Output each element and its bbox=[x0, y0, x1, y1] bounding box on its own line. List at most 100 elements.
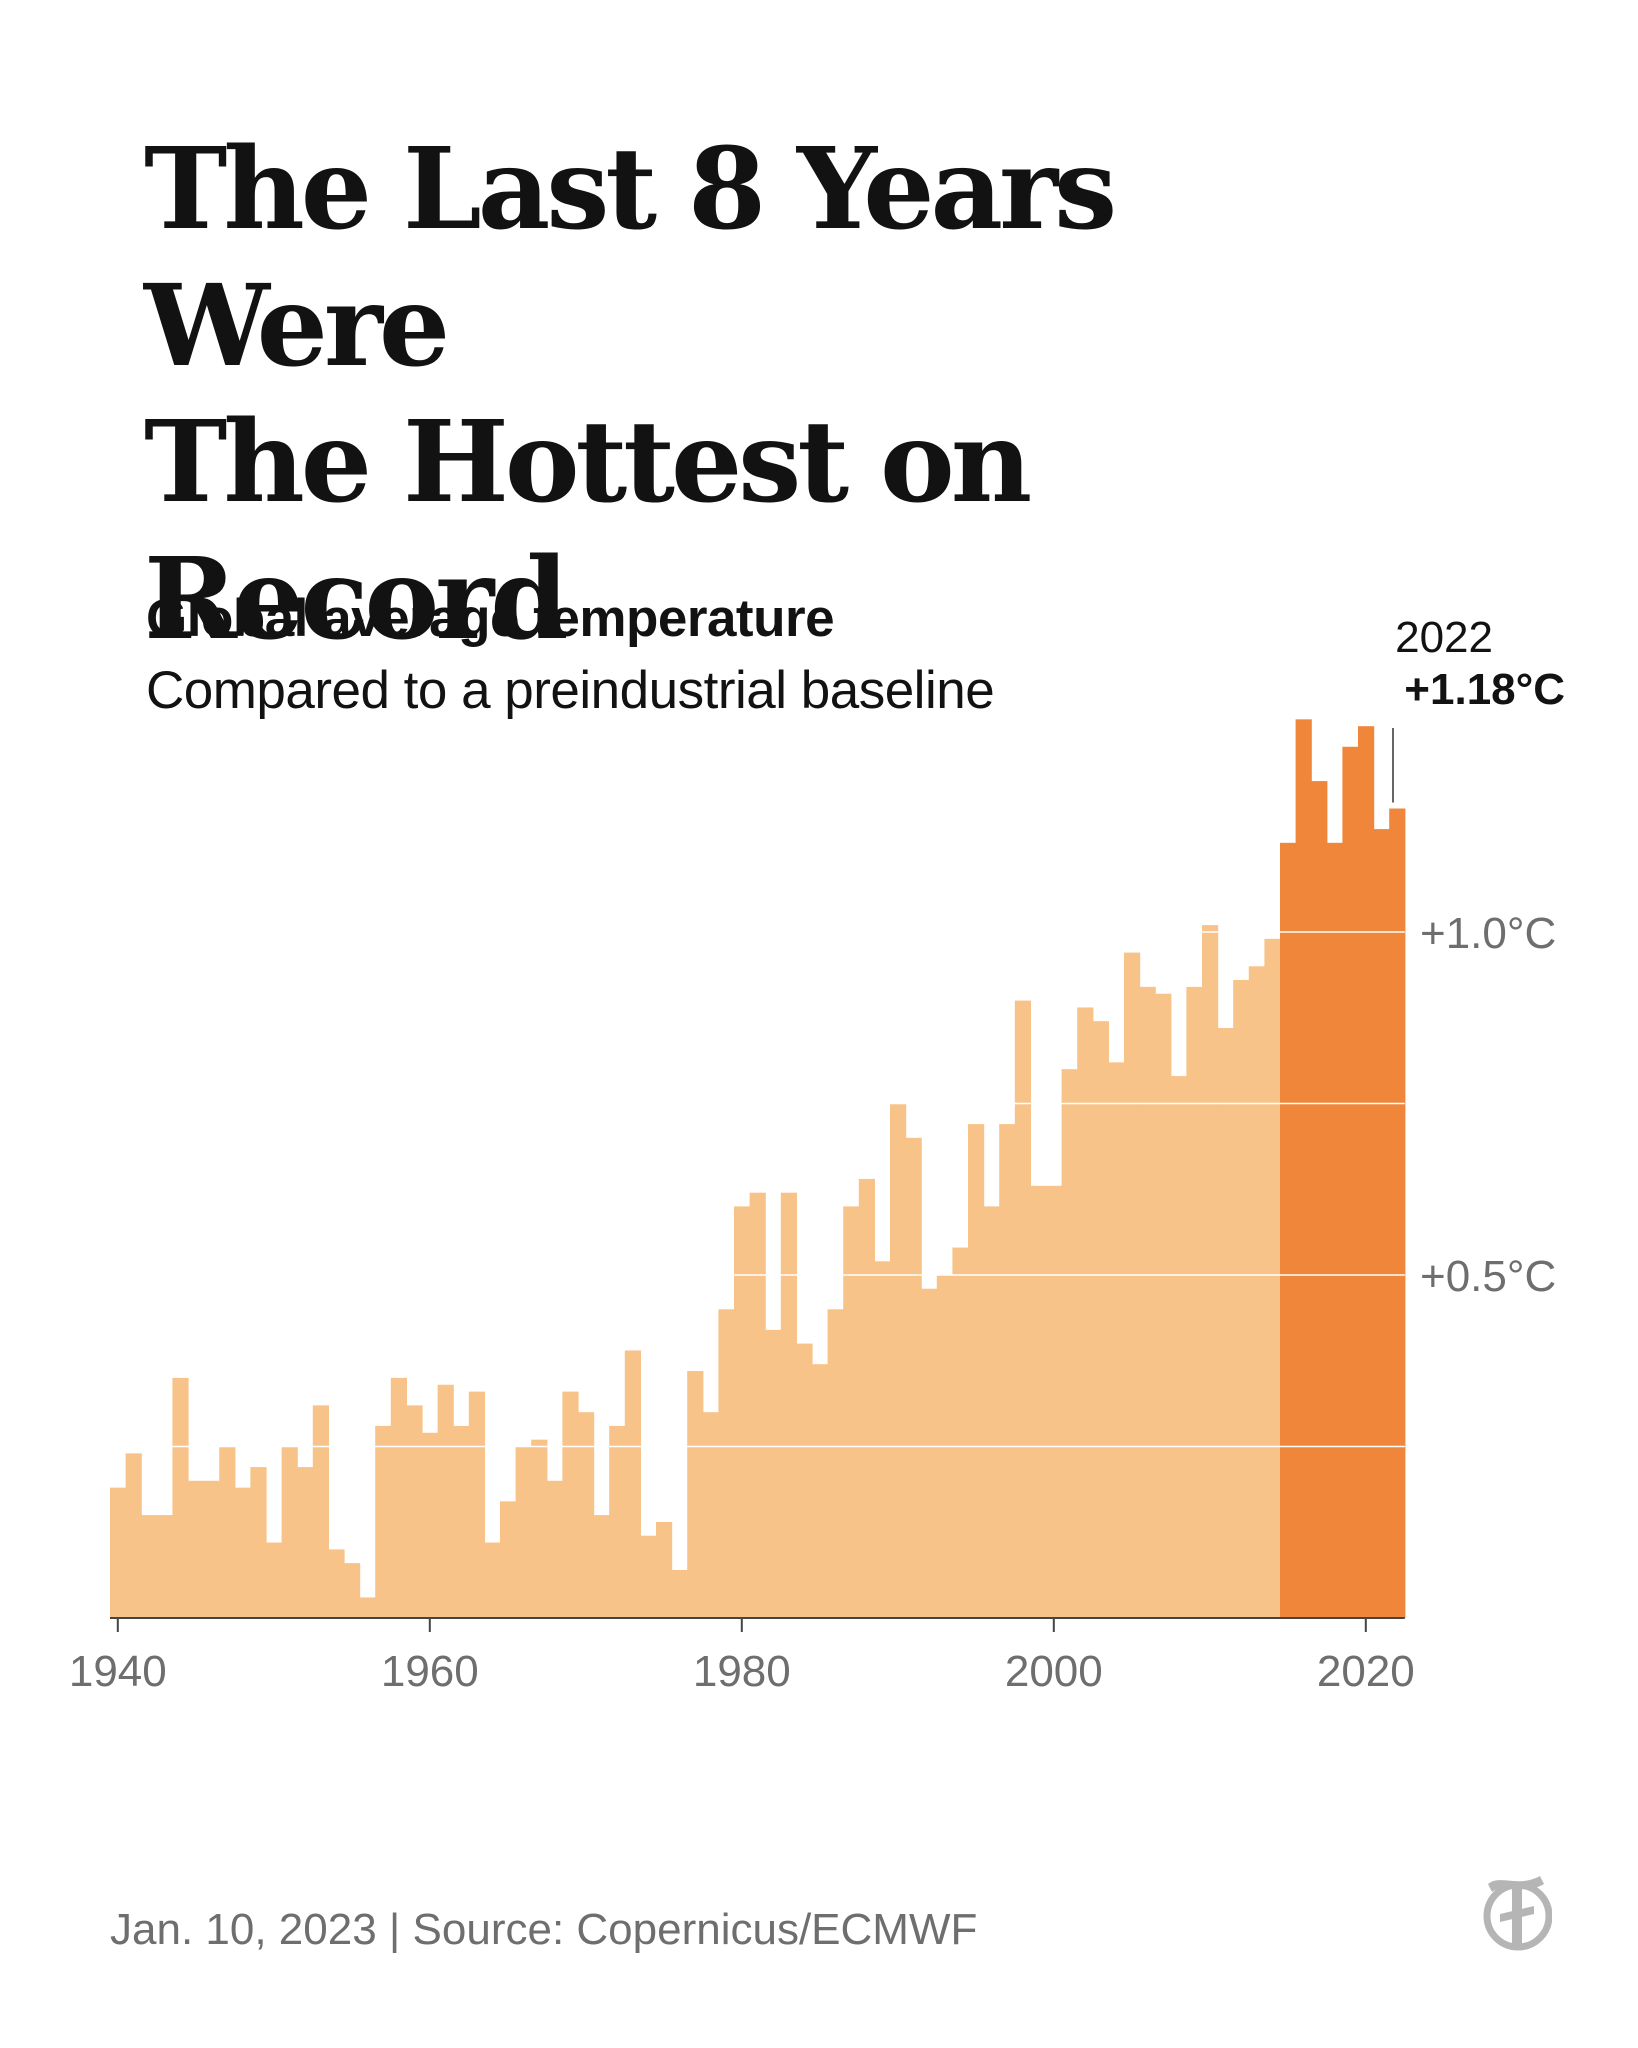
bar-2014 bbox=[1264, 938, 1281, 1618]
bar-2007 bbox=[1155, 993, 1172, 1618]
headline-line-2: The Hottest on Record bbox=[144, 397, 1032, 665]
bar-1959 bbox=[406, 1405, 423, 1618]
bar-1960 bbox=[422, 1432, 439, 1618]
nyt-t-logo-icon bbox=[1483, 1876, 1552, 1951]
bar-1999 bbox=[1030, 1185, 1047, 1618]
headline: The Last 8 Years Were The Hottest on Rec… bbox=[144, 122, 1444, 669]
bar-1987 bbox=[843, 1206, 860, 1618]
bar-1982 bbox=[765, 1329, 782, 1618]
bar-1973 bbox=[624, 1350, 641, 1618]
bar-1970 bbox=[578, 1412, 595, 1618]
y-tick-label: +1.0°C bbox=[1420, 909, 1556, 958]
bar-1985 bbox=[812, 1364, 829, 1618]
bar-1968 bbox=[546, 1480, 563, 1618]
x-tick-label: 1940 bbox=[69, 1647, 167, 1696]
bar-2006 bbox=[1139, 986, 1156, 1618]
bar-2018 bbox=[1326, 842, 1343, 1618]
headline-line-1: The Last 8 Years Were bbox=[144, 124, 1117, 392]
bar-2009 bbox=[1186, 986, 1203, 1618]
bar-1941 bbox=[125, 1453, 142, 1618]
bar-2011 bbox=[1217, 1028, 1234, 1618]
bar-1954 bbox=[328, 1549, 345, 1618]
bar-1942 bbox=[141, 1515, 158, 1618]
bar-1983 bbox=[780, 1192, 797, 1618]
chart-title: Global average temperature bbox=[146, 589, 835, 648]
bar-1980 bbox=[734, 1206, 751, 1618]
bar-1989 bbox=[874, 1261, 891, 1618]
bar-2020 bbox=[1358, 726, 1375, 1618]
bar-2017 bbox=[1311, 781, 1328, 1618]
bar-2019 bbox=[1342, 746, 1359, 1618]
bar-1974 bbox=[640, 1535, 657, 1618]
bar-1995 bbox=[968, 1124, 985, 1618]
bar-1986 bbox=[827, 1309, 844, 1618]
bar-2005 bbox=[1124, 952, 1141, 1618]
bar-1972 bbox=[609, 1425, 626, 1618]
bar-1955 bbox=[344, 1563, 361, 1618]
bar-1975 bbox=[656, 1521, 673, 1618]
bar-1945 bbox=[188, 1480, 205, 1618]
bar-1981 bbox=[749, 1192, 766, 1618]
bar-1977 bbox=[687, 1371, 704, 1618]
bar-1964 bbox=[484, 1542, 501, 1618]
bar-1996 bbox=[983, 1206, 1000, 1618]
bar-1994 bbox=[952, 1247, 969, 1618]
bar-1943 bbox=[156, 1515, 173, 1618]
bar-1958 bbox=[390, 1377, 407, 1618]
x-tick-label: 2000 bbox=[1005, 1647, 1103, 1696]
bar-1971 bbox=[593, 1515, 610, 1618]
bar-1988 bbox=[858, 1178, 875, 1618]
bar-2015 bbox=[1280, 842, 1297, 1618]
bar-1948 bbox=[234, 1487, 251, 1618]
bar-1969 bbox=[562, 1391, 579, 1618]
annotation-group: 2022+1.18°C bbox=[1392, 613, 1565, 803]
x-tick-label: 1980 bbox=[693, 1647, 791, 1696]
bar-2003 bbox=[1092, 1021, 1109, 1618]
bars-group bbox=[110, 719, 1406, 1618]
y-tick-labels-group: +0.5°C +1.0°C bbox=[1420, 909, 1556, 1301]
bar-2016 bbox=[1295, 719, 1312, 1618]
bar-1944 bbox=[172, 1377, 189, 1618]
bar-2010 bbox=[1202, 925, 1219, 1618]
bar-2012 bbox=[1233, 980, 1250, 1618]
bar-1951 bbox=[281, 1446, 298, 1618]
bar-1956 bbox=[359, 1597, 376, 1618]
chart-subtitle: Compared to a preindustrial baseline bbox=[146, 661, 995, 720]
footer-source: Jan. 10, 2023 | Source: Copernicus/ECMWF bbox=[110, 1905, 978, 1954]
bar-1961 bbox=[437, 1384, 454, 1618]
bar-1957 bbox=[375, 1425, 392, 1618]
bar-1984 bbox=[796, 1343, 813, 1618]
bar-1967 bbox=[531, 1439, 548, 1618]
bar-2008 bbox=[1170, 1076, 1187, 1618]
annotation-year: 2022 bbox=[1395, 613, 1493, 662]
bar-2004 bbox=[1108, 1062, 1125, 1618]
bar-1946 bbox=[203, 1480, 220, 1618]
bar-2022 bbox=[1389, 808, 1406, 1618]
bar-2021 bbox=[1373, 829, 1390, 1618]
bar-1978 bbox=[702, 1412, 719, 1618]
bar-1966 bbox=[515, 1446, 532, 1618]
bar-1979 bbox=[718, 1309, 735, 1618]
y-tick-label: +0.5°C bbox=[1420, 1252, 1556, 1301]
bar-1965 bbox=[500, 1501, 517, 1618]
bar-1953 bbox=[312, 1405, 329, 1618]
bar-1950 bbox=[266, 1542, 283, 1618]
bar-1949 bbox=[250, 1467, 267, 1618]
bar-2002 bbox=[1077, 1007, 1094, 1618]
bar-1947 bbox=[219, 1446, 236, 1618]
x-axis-group: 1940 1960 1980 2000 2020 bbox=[69, 1617, 1415, 1696]
x-tick-label: 2020 bbox=[1317, 1647, 1415, 1696]
bar-1997 bbox=[999, 1124, 1016, 1618]
bar-1990 bbox=[890, 1103, 907, 1618]
x-tick-label: 1960 bbox=[381, 1647, 479, 1696]
bar-1962 bbox=[453, 1425, 470, 1618]
bar-1940 bbox=[110, 1487, 127, 1618]
bar-1991 bbox=[905, 1137, 922, 1618]
bar-2001 bbox=[1061, 1069, 1078, 1618]
gridlines-group bbox=[110, 931, 1405, 1448]
bar-2013 bbox=[1248, 966, 1265, 1618]
bar-1952 bbox=[297, 1467, 314, 1618]
bar-2000 bbox=[1046, 1185, 1063, 1618]
bar-1992 bbox=[921, 1288, 938, 1618]
